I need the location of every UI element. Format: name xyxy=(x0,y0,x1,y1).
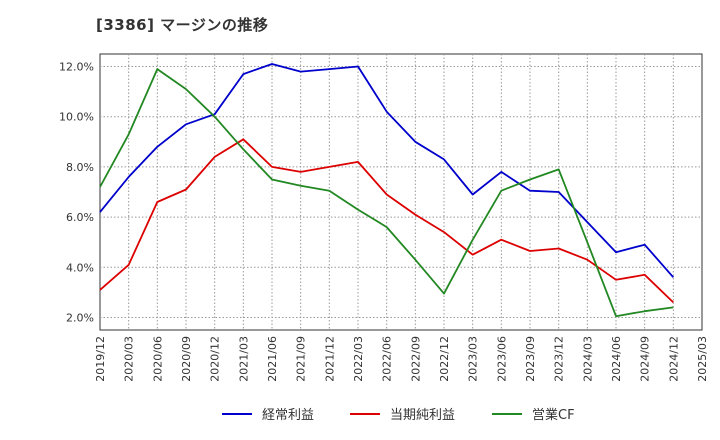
x-tick-label: 2020/12 xyxy=(209,336,222,382)
y-tick-label: 10.0% xyxy=(59,111,94,124)
grid-layer xyxy=(100,54,702,330)
y-tick-label: 4.0% xyxy=(66,261,94,274)
y-tick-label: 8.0% xyxy=(66,161,94,174)
x-tick-label: 2024/09 xyxy=(639,336,652,382)
x-tick-label: 2025/03 xyxy=(696,336,709,382)
x-tick-label: 2024/06 xyxy=(610,336,623,382)
x-tick-label: 2022/03 xyxy=(352,336,365,382)
x-tick-label: 2021/06 xyxy=(266,336,279,382)
series-line-3 xyxy=(99,68,674,318)
x-tick-label: 2020/03 xyxy=(123,336,136,382)
y-tick-label: 6.0% xyxy=(66,211,94,224)
y-tick-label: 2.0% xyxy=(66,311,94,324)
x-tick-label: 2022/12 xyxy=(438,336,451,382)
x-tick-label: 2020/09 xyxy=(180,336,193,382)
x-tick-label: 2024/03 xyxy=(581,336,594,382)
x-tick-label: 2019/12 xyxy=(94,336,107,382)
legend: 経常利益 当期純利益 営業CF xyxy=(222,407,575,423)
x-tick-label: 2023/09 xyxy=(524,336,537,382)
series-layer xyxy=(99,63,674,318)
series-line-1 xyxy=(99,63,674,278)
x-tick-label: 2021/03 xyxy=(237,336,250,382)
series-line-2 xyxy=(99,138,674,304)
x-tick-label: 2020/06 xyxy=(151,336,164,382)
x-tick-label: 2023/06 xyxy=(495,336,508,382)
y-axis: 2.0% 4.0% 6.0% 8.0% 10.0% 12.0% xyxy=(59,61,94,325)
plot-area xyxy=(99,53,703,331)
chart-title: [3386] マージンの推移 xyxy=(96,16,269,34)
x-tick-label: 2024/12 xyxy=(667,336,680,382)
x-tick-label: 2023/12 xyxy=(553,336,566,382)
legend-label-3: 営業CF xyxy=(532,407,575,423)
y-tick-label: 12.0% xyxy=(59,61,94,74)
x-tick-label: 2022/06 xyxy=(381,336,394,382)
x-tick-label: 2022/09 xyxy=(409,336,422,382)
legend-label-2: 当期純利益 xyxy=(390,408,455,423)
x-axis: 2019/12 2020/03 2020/06 2020/09 2020/12 2021/… xyxy=(94,336,709,382)
x-tick-label: 2021/09 xyxy=(295,336,308,382)
x-tick-label: 2021/12 xyxy=(323,336,336,382)
legend-label-1: 経常利益 xyxy=(262,408,314,423)
x-tick-label: 2023/03 xyxy=(467,336,480,382)
